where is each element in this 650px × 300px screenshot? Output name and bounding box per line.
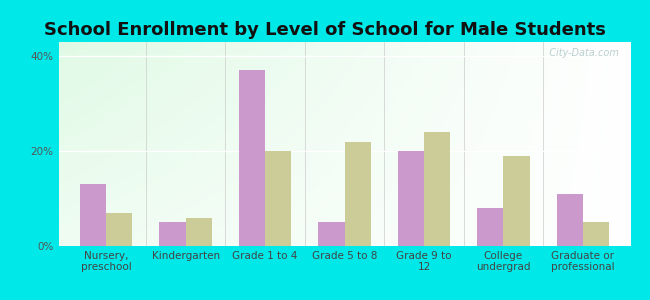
Bar bbox=[583, 222, 609, 246]
Bar bbox=[159, 222, 186, 246]
Bar bbox=[424, 132, 450, 246]
Bar bbox=[503, 156, 530, 246]
Bar bbox=[477, 208, 503, 246]
Bar bbox=[265, 151, 291, 246]
Bar bbox=[556, 194, 583, 246]
Bar bbox=[106, 213, 133, 246]
Bar bbox=[239, 70, 265, 246]
Text: City-Data.com: City-Data.com bbox=[543, 48, 619, 58]
Bar bbox=[398, 151, 424, 246]
Text: School Enrollment by Level of School for Male Students: School Enrollment by Level of School for… bbox=[44, 21, 606, 39]
Bar bbox=[186, 218, 212, 246]
Bar bbox=[80, 184, 106, 246]
Bar bbox=[318, 222, 344, 246]
Bar bbox=[344, 142, 370, 246]
